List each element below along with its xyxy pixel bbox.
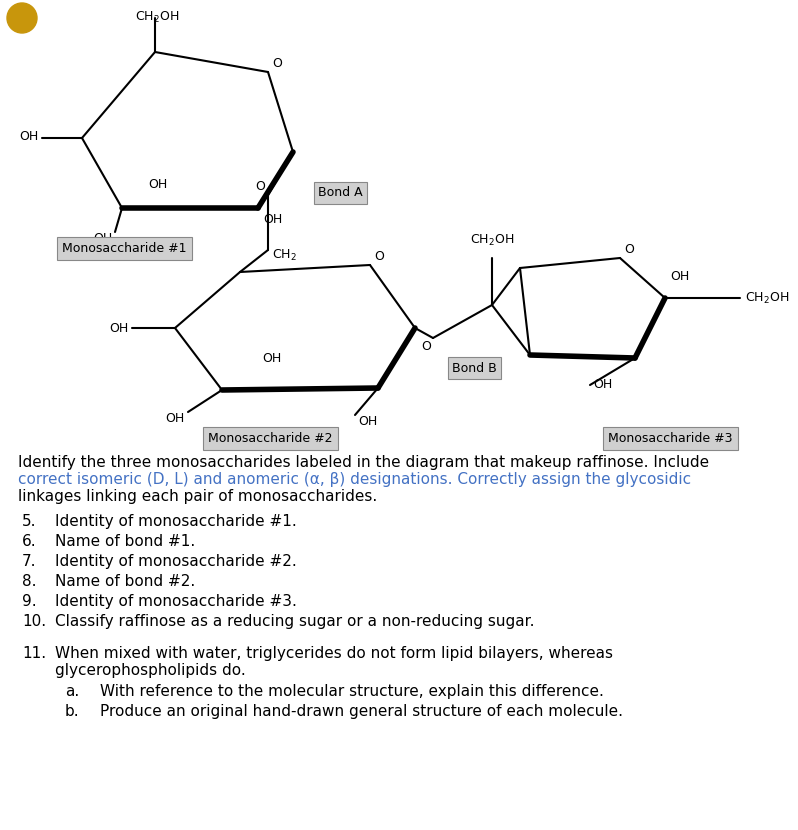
- Text: CH$_2$OH: CH$_2$OH: [470, 233, 514, 248]
- Text: O: O: [255, 180, 265, 193]
- Text: When mixed with water, triglycerides do not form lipid bilayers, whereas: When mixed with water, triglycerides do …: [55, 646, 613, 661]
- Circle shape: [7, 3, 37, 33]
- Text: 5.: 5.: [22, 514, 37, 529]
- Text: Produce an original hand-drawn general structure of each molecule.: Produce an original hand-drawn general s…: [100, 704, 623, 719]
- Text: Identity of monosaccharide #3.: Identity of monosaccharide #3.: [55, 594, 297, 609]
- Text: O: O: [421, 340, 431, 353]
- Text: OH: OH: [262, 351, 281, 364]
- Text: CH$_2$: CH$_2$: [272, 248, 297, 263]
- Text: OH: OH: [109, 321, 128, 334]
- Text: CH$_2$OH: CH$_2$OH: [745, 290, 789, 305]
- Text: Bond B: Bond B: [452, 362, 496, 374]
- Text: OH: OH: [593, 378, 612, 392]
- Text: O: O: [374, 250, 384, 263]
- Text: OH: OH: [263, 213, 282, 226]
- Text: correct isomeric (D, L) and anomeric (α, β) designations. Correctly assign the g: correct isomeric (D, L) and anomeric (α,…: [18, 472, 691, 487]
- Text: Name of bond #2.: Name of bond #2.: [55, 574, 196, 589]
- Text: OH: OH: [164, 412, 184, 425]
- Text: glycerophospholipids do.: glycerophospholipids do.: [55, 663, 246, 678]
- Text: OH: OH: [148, 178, 168, 192]
- Text: b.: b.: [65, 704, 80, 719]
- Text: Identify the three monosaccharides labeled in the diagram that makeup raffinose.: Identify the three monosaccharides label…: [18, 455, 709, 470]
- Text: OH: OH: [93, 232, 112, 245]
- Text: 11.: 11.: [22, 646, 46, 661]
- Text: Monosaccharide #3: Monosaccharide #3: [608, 432, 733, 445]
- Text: CH$_2$OH: CH$_2$OH: [135, 10, 179, 25]
- Text: Monosaccharide #1: Monosaccharide #1: [62, 242, 187, 255]
- Text: 10.: 10.: [22, 614, 46, 629]
- Text: OH: OH: [358, 415, 377, 428]
- Text: OH: OH: [670, 270, 689, 283]
- Text: 7.: 7.: [22, 554, 37, 569]
- Text: With reference to the molecular structure, explain this difference.: With reference to the molecular structur…: [100, 684, 604, 699]
- Text: Name of bond #1.: Name of bond #1.: [55, 534, 196, 549]
- Text: 8.: 8.: [22, 574, 37, 589]
- Text: OH: OH: [18, 129, 38, 143]
- Text: O: O: [624, 243, 634, 256]
- Text: Classify raffinose as a reducing sugar or a non-reducing sugar.: Classify raffinose as a reducing sugar o…: [55, 614, 535, 629]
- Text: linkages linking each pair of monosaccharides.: linkages linking each pair of monosaccha…: [18, 489, 377, 504]
- Text: 6.: 6.: [22, 534, 37, 549]
- Text: Identity of monosaccharide #2.: Identity of monosaccharide #2.: [55, 554, 297, 569]
- Text: Bond A: Bond A: [318, 187, 362, 199]
- Text: Monosaccharide #2: Monosaccharide #2: [208, 432, 333, 445]
- Text: 9.: 9.: [22, 594, 37, 609]
- Text: a.: a.: [65, 684, 79, 699]
- Text: O: O: [272, 57, 282, 70]
- Text: Identity of monosaccharide #1.: Identity of monosaccharide #1.: [55, 514, 297, 529]
